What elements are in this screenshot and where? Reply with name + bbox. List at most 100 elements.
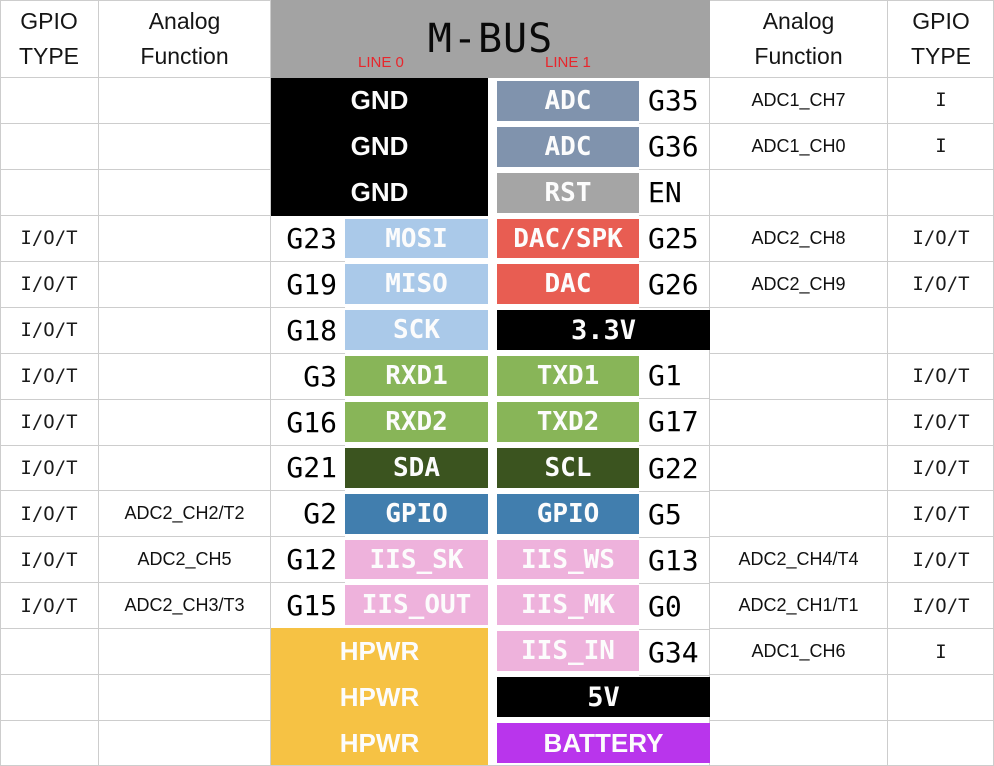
gpio-type-cell [888, 675, 994, 722]
pin-label-cell: G2 [271, 491, 345, 538]
gnd-label: GND [350, 85, 409, 116]
pin-function-box: DAC/SPK [497, 218, 639, 259]
gnd-block: GND GND GND [271, 78, 488, 216]
analog-function-cell [710, 170, 887, 216]
analog-function-cell: ADC2_CH9 [710, 262, 887, 308]
analog-function-cell: ADC2_CH1/T1 [710, 583, 887, 630]
hpwr-label: HPWR [339, 727, 420, 758]
gpio-type-cell: I/O/T [888, 491, 994, 538]
line1-function-column: ADC ADC RST DAC/SPK DAC TXD1 TXD2 SCL GP… [497, 78, 639, 766]
header-gpio-type-right: GPIO TYPE [888, 0, 994, 78]
gpio-type-cell: I/O/T [888, 583, 994, 630]
line0-label: LINE 0 [358, 54, 404, 71]
gpio-type-column-right: I I I/O/T I/O/T I/O/T I/O/T I/O/T I/O/T … [888, 78, 994, 766]
pin-label-cell: G21 [271, 446, 345, 492]
pin-function-box: GPIO [497, 493, 639, 534]
pin-label-cell: G23 [271, 216, 345, 262]
analog-function-cell [99, 629, 270, 676]
hpwr-label: HPWR [339, 681, 420, 712]
analog-function-cell [710, 491, 887, 538]
hpwr-block: HPWR HPWR HPWR [271, 628, 488, 766]
analog-function-cell [99, 675, 270, 722]
pin-function-box: ADC [497, 126, 639, 167]
pin-label-cell: G26 [639, 262, 709, 309]
pin-function-box: SCL [497, 447, 639, 488]
gpio-type-cell: I/O/T [0, 354, 98, 400]
gpio-type-cell [0, 170, 98, 216]
gpio-type-cell: I [888, 629, 994, 676]
pin-label-cell: G36 [639, 124, 709, 171]
analog-function-cell [710, 675, 887, 722]
analog-function-cell [710, 354, 887, 400]
pin-label-cell: G3 [271, 354, 345, 400]
analog-function-cell [710, 308, 887, 354]
pin-function-box: IIS_WS [497, 539, 639, 580]
battery-cell: BATTERY [497, 723, 710, 763]
mbus-title: M-BUS [427, 16, 554, 62]
pin-function-box: RXD1 [345, 356, 488, 397]
gpio-type-cell [0, 124, 98, 170]
analog-function-cell [710, 400, 887, 446]
pin-function-box: RXD2 [345, 402, 488, 442]
gpio-type-cell: I [888, 78, 994, 124]
pin-label-cell: G18 [271, 308, 345, 354]
pin-function-box: TXD2 [497, 402, 639, 442]
analog-function-cell [99, 170, 270, 216]
gpio-type-cell: I/O/T [888, 354, 994, 400]
gnd-label: GND [350, 177, 409, 208]
analog-function-cell [99, 216, 270, 262]
pin-function-box: ADC [497, 81, 639, 121]
analog-function-cell [99, 446, 270, 492]
pin-label-cell: G22 [639, 446, 709, 492]
analog-function-cell [99, 262, 270, 308]
pin-function-box: SCK [345, 310, 488, 351]
pin-label-cell: G17 [639, 399, 709, 446]
pin-function-box: DAC [497, 264, 639, 305]
gpio-type-cell: I/O/T [0, 446, 98, 492]
header-analog-function-left: Analog Function [99, 0, 271, 78]
pin-label-cell: G25 [639, 216, 709, 263]
pin-function-box: IIS_SK [345, 539, 488, 580]
gpio-type-cell: I/O/T [888, 446, 994, 492]
pin-label-cell: EN [639, 170, 709, 217]
gpio-type-cell [0, 675, 98, 722]
pin-label-cell: G12 [271, 537, 345, 584]
pin-function-box: TXD1 [497, 356, 639, 397]
pin-label-cell: G5 [639, 492, 709, 538]
gpio-type-cell: I/O/T [0, 491, 98, 538]
pin-label-cell: G13 [639, 538, 709, 584]
gpio-type-cell: I/O/T [0, 262, 98, 308]
gpio-type-cell [888, 721, 994, 766]
gpio-type-cell: I/O/T [0, 308, 98, 354]
gpio-type-cell: I/O/T [888, 400, 994, 446]
gpio-type-cell: I/O/T [888, 216, 994, 262]
analog-function-cell [99, 400, 270, 446]
hpwr-label: HPWR [339, 635, 420, 666]
analog-function-cell [710, 446, 887, 492]
gpio-type-cell: I/O/T [0, 583, 98, 630]
analog-function-cell [710, 721, 887, 766]
pin-function-box: IIS_IN [497, 631, 639, 672]
gpio-type-cell [0, 721, 98, 766]
pin-label-cell: G16 [271, 400, 345, 446]
gpio-type-cell: I/O/T [888, 262, 994, 308]
gpio-type-column-left: I/O/T I/O/T I/O/T I/O/T I/O/T I/O/T I/O/… [0, 78, 99, 766]
analog-function-cell: ADC2_CH5 [99, 537, 270, 584]
pin-label-cell: G19 [271, 262, 345, 308]
header-analog-function-right: Analog Function [710, 0, 888, 78]
gpio-type-cell: I/O/T [0, 537, 98, 584]
pin-label-cell: G15 [271, 583, 345, 630]
pin-function-box: IIS_MK [497, 585, 639, 626]
power-3v3-cell: 3.3V [497, 310, 710, 351]
pin-label-cell: G1 [639, 353, 709, 400]
pin-function-box: SDA [345, 447, 488, 488]
pin-column-right: G35 G36 EN G25 G26 G1 G17 G22 G5 G13 G0 … [639, 78, 710, 766]
analog-function-column-right: ADC1_CH7 ADC1_CH0 ADC2_CH8 ADC2_CH9 ADC2… [710, 78, 888, 766]
gpio-type-cell [0, 629, 98, 676]
pin-function-box: MISO [345, 264, 488, 305]
line1-label: LINE 1 [545, 54, 591, 71]
pin-label-cell: G35 [639, 78, 709, 125]
analog-function-cell [99, 721, 270, 766]
analog-function-cell: ADC1_CH7 [710, 78, 887, 124]
